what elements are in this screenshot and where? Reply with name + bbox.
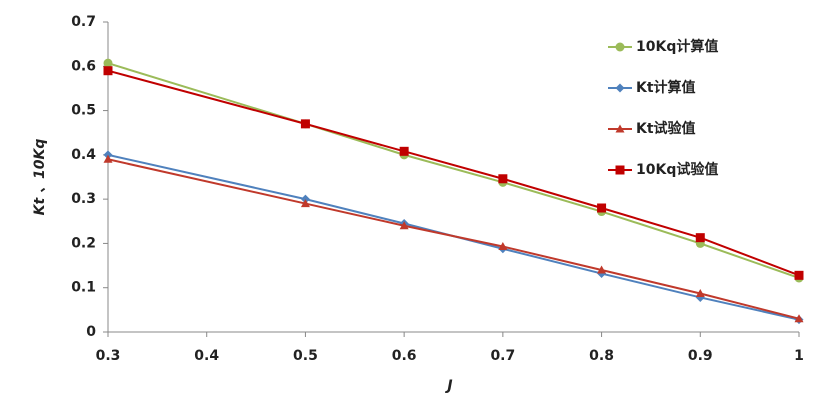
x-axis-label: J (444, 378, 452, 394)
series-line (107, 158, 800, 320)
y-tick-label: 0 (86, 324, 96, 340)
y-tick-label: 0.2 (71, 235, 96, 251)
point (103, 66, 113, 76)
point (794, 314, 804, 323)
point (399, 146, 409, 156)
legend-label: 10Kq试验值 (636, 161, 718, 178)
point (794, 270, 804, 280)
x-tick-label: 0.4 (194, 348, 219, 364)
x-tick-label: 0.6 (392, 348, 417, 364)
x-tick-label: 0.7 (490, 348, 515, 364)
y-tick-label: 0.6 (71, 58, 96, 74)
point (615, 42, 625, 52)
x-tick-label: 0.8 (589, 348, 614, 364)
x-tick-label: 0.9 (688, 348, 713, 364)
y-tick-label: 0.5 (71, 103, 96, 119)
point (399, 221, 409, 230)
y-axis-label: Kt 、10Kq (32, 139, 48, 216)
x-tick-label: 0.5 (293, 348, 318, 364)
x-tick-label: 1 (794, 348, 804, 364)
y-tick-label: 0.7 (71, 14, 96, 30)
legend-label: Kt计算值 (636, 79, 696, 96)
point (498, 174, 508, 184)
x-tick-label: 0.3 (96, 348, 121, 364)
point (498, 242, 508, 251)
point (103, 154, 113, 163)
point (597, 265, 607, 274)
point (695, 233, 705, 243)
legend-label: 10Kq计算值 (636, 38, 718, 55)
y-tick-label: 0.1 (71, 280, 96, 296)
point (300, 119, 310, 129)
point (615, 124, 625, 133)
point (615, 165, 625, 175)
point (103, 58, 113, 68)
legend-label: Kt试验值 (636, 120, 696, 137)
point (597, 203, 607, 213)
point (300, 199, 310, 208)
y-tick-label: 0.3 (71, 191, 96, 207)
point (695, 288, 705, 297)
point (615, 83, 625, 93)
y-tick-label: 0.4 (71, 147, 96, 163)
